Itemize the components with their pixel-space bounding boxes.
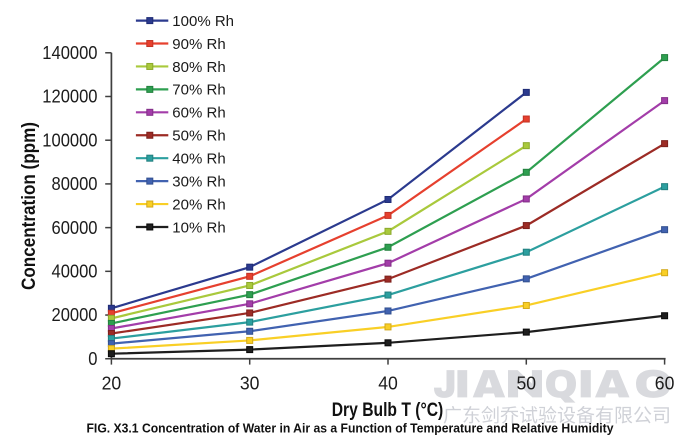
svg-text:80% Rh: 80% Rh bbox=[172, 59, 225, 76]
svg-text:30: 30 bbox=[240, 374, 260, 394]
svg-text:20000: 20000 bbox=[52, 305, 98, 325]
svg-text:60000: 60000 bbox=[52, 218, 98, 238]
svg-text:120000: 120000 bbox=[42, 87, 97, 107]
svg-text:20% Rh: 20% Rh bbox=[172, 196, 225, 213]
svg-text:Dry Bulb T (°C): Dry Bulb T (°C) bbox=[332, 400, 444, 421]
svg-text:80000: 80000 bbox=[52, 174, 98, 194]
svg-text:40: 40 bbox=[378, 374, 398, 394]
svg-text:FIG. X3.1 Concentration of Wat: FIG. X3.1 Concentration of Water in Air … bbox=[87, 421, 615, 436]
svg-text:20: 20 bbox=[102, 374, 122, 394]
svg-text:90% Rh: 90% Rh bbox=[172, 36, 225, 53]
svg-text:40000: 40000 bbox=[52, 262, 98, 282]
svg-text:60: 60 bbox=[655, 374, 675, 394]
svg-text:Concentration (ppm): Concentration (ppm) bbox=[19, 122, 40, 290]
svg-text:50% Rh: 50% Rh bbox=[172, 128, 225, 145]
svg-text:0: 0 bbox=[88, 349, 97, 369]
svg-text:10% Rh: 10% Rh bbox=[172, 219, 225, 236]
svg-text:30% Rh: 30% Rh bbox=[172, 173, 225, 190]
svg-text:140000: 140000 bbox=[42, 43, 97, 63]
svg-text:50: 50 bbox=[517, 374, 537, 394]
svg-text:100000: 100000 bbox=[42, 130, 97, 150]
svg-text:60% Rh: 60% Rh bbox=[172, 105, 225, 122]
svg-text:40% Rh: 40% Rh bbox=[172, 150, 225, 167]
svg-text:70% Rh: 70% Rh bbox=[172, 82, 225, 99]
svg-text:100% Rh: 100% Rh bbox=[172, 13, 234, 30]
